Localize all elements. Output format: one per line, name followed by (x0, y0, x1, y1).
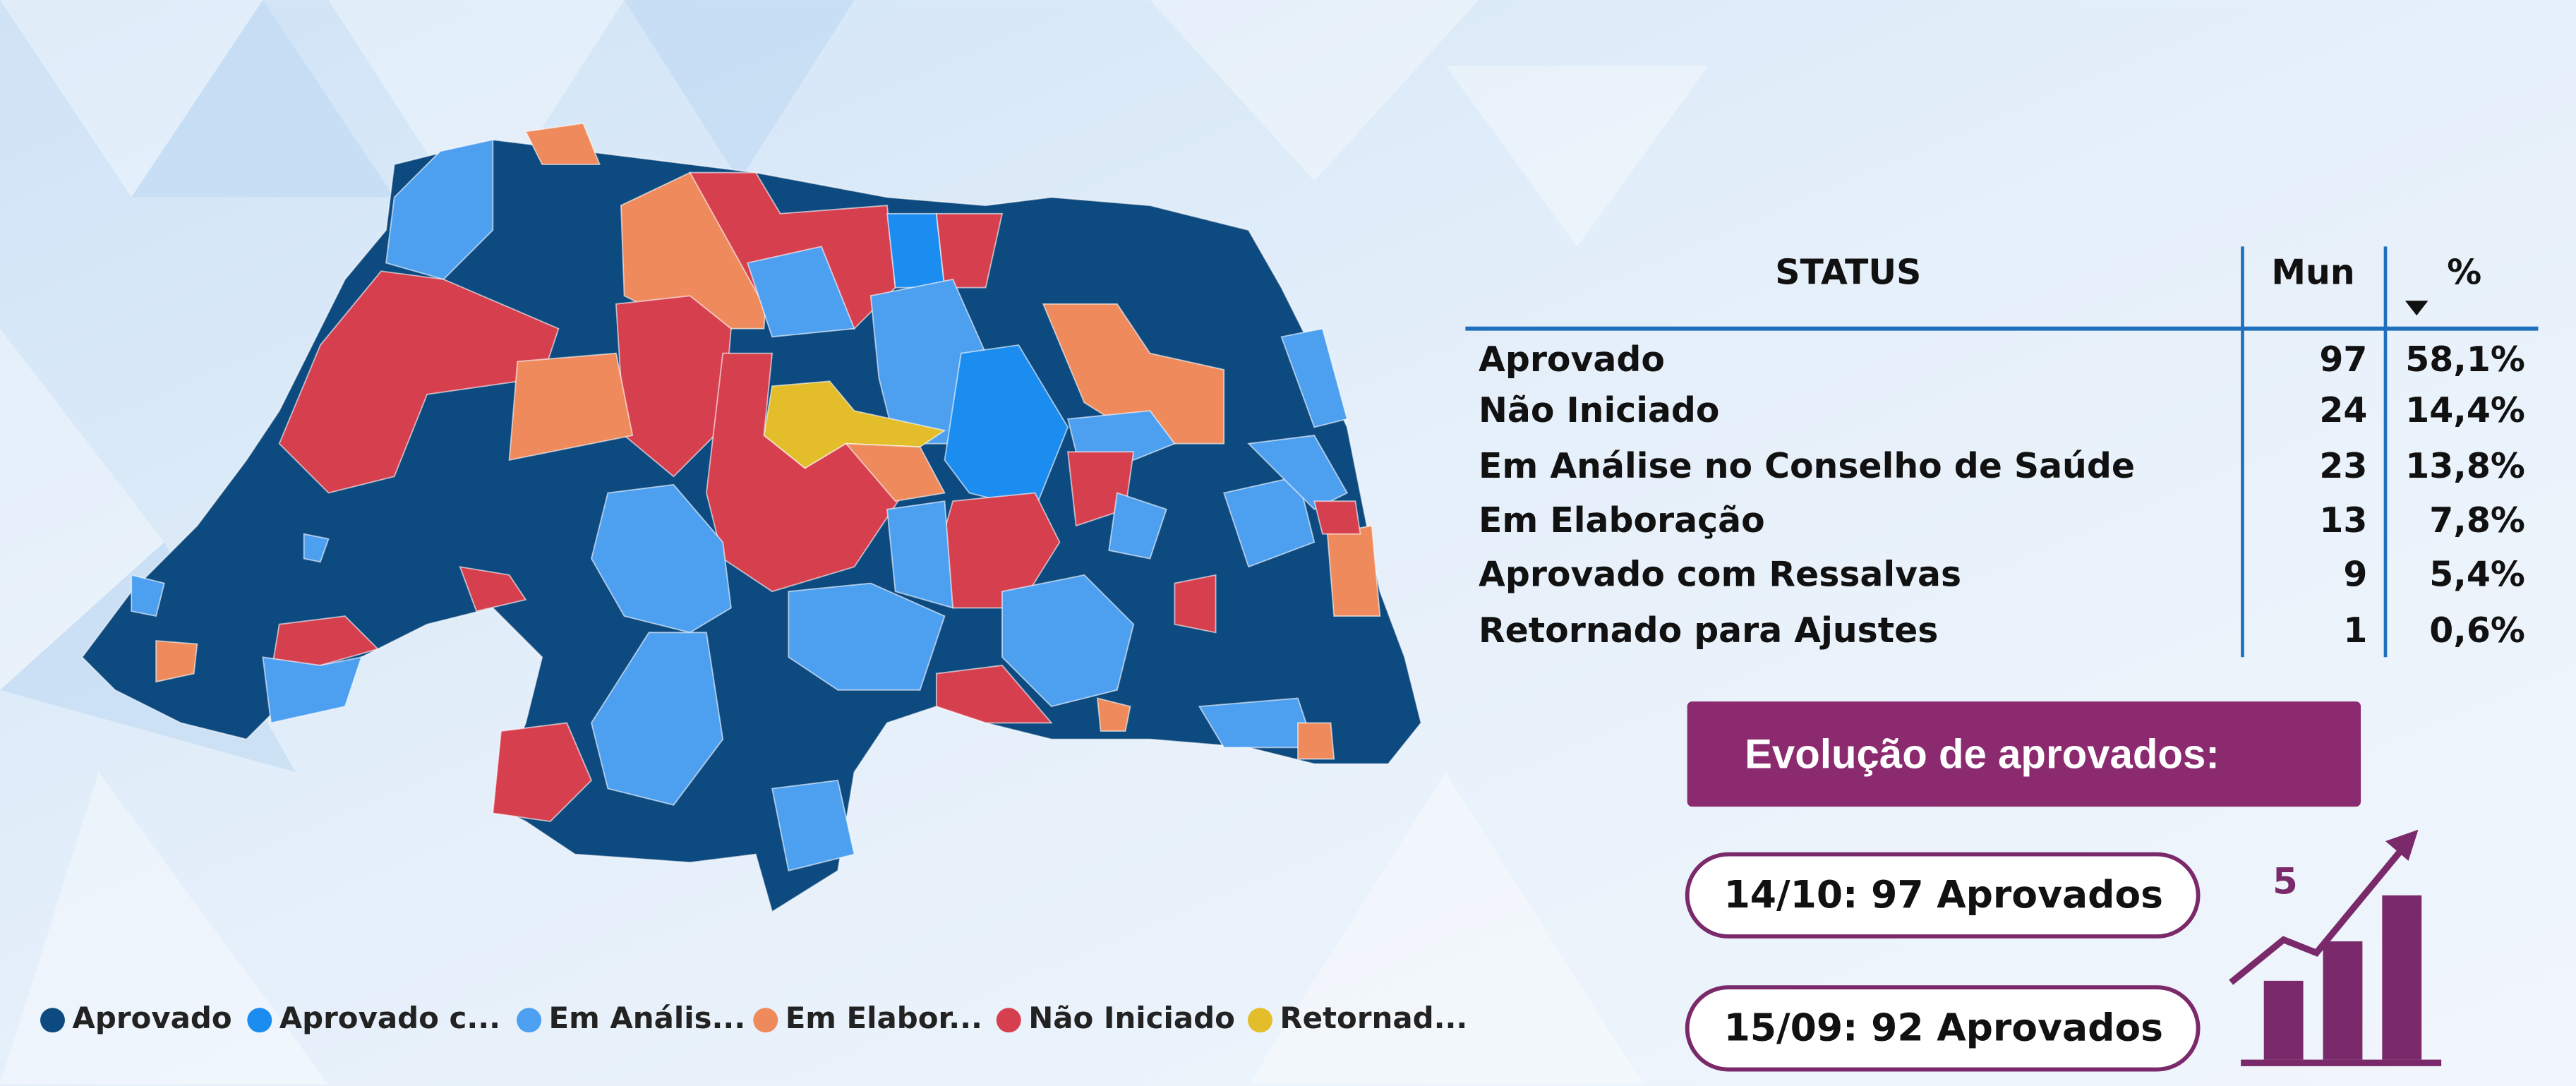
evolution-entry: 14/10: 97 Aprovados (1724, 872, 2163, 917)
legend-label: Em Anális... (548, 1001, 745, 1035)
municipality-count: 13 (2319, 500, 2367, 541)
percentage: 5,4% (2429, 555, 2525, 595)
status-name: Em Análise no Conselho de Saúde (1479, 446, 2135, 486)
legend-swatch (247, 1008, 272, 1033)
municipality-count: 97 (2319, 339, 2367, 380)
municipality-count: 24 (2319, 390, 2367, 430)
evolution-title: Evolução de aprovados: (1745, 732, 2220, 778)
percentage: 13,8% (2405, 446, 2525, 486)
municipality-count: 1 (2343, 610, 2367, 651)
legend-label: Em Elabor... (786, 1001, 982, 1035)
status-name: Retornado para Ajustes (1479, 610, 1938, 651)
growth-icon (2229, 829, 2442, 1066)
legend: Aprovado Aprovado c... Em Anális... Em Elab… (40, 1001, 1467, 1035)
legend-swatch (40, 1008, 65, 1033)
percentage: 58,1% (2405, 339, 2525, 380)
legend-swatch (753, 1008, 778, 1033)
status-name: Aprovado (1479, 339, 1665, 380)
legend-swatch (517, 1008, 542, 1033)
status-name: Não Iniciado (1479, 390, 1719, 430)
map (81, 122, 1422, 913)
evolution-entry: 15/09: 92 Aprovados (1724, 1005, 2163, 1049)
evolution-pill (1685, 852, 2201, 939)
legend-label: Não Iniciado (1028, 1001, 1235, 1035)
column-header: Mun (2271, 252, 2354, 292)
legend-swatch (996, 1008, 1021, 1033)
difference-value: 5 (2273, 861, 2298, 903)
percentage: 7,8% (2429, 500, 2525, 541)
percentage: 0,6% (2429, 610, 2525, 651)
legend-label: Aprovado c... (279, 1001, 500, 1035)
evolution-pill (1685, 985, 2201, 1072)
legend-label: Retornad... (1280, 1001, 1467, 1035)
sort-indicator[interactable] (2405, 301, 2428, 316)
background-pattern (0, 0, 1709, 1084)
column-header: STATUS (1775, 252, 1921, 292)
status-name: Aprovado com Ressalvas (1479, 555, 1961, 595)
column-header: % (2447, 252, 2481, 292)
legend-swatch (1247, 1008, 1272, 1033)
evolution-banner (1687, 701, 2361, 807)
status-table: STATUS Mun % Aprovado 97 58,1% Não Iniciado… (1465, 246, 2539, 658)
status-name: Em Elaboração (1479, 500, 1765, 541)
municipality-count: 9 (2343, 555, 2367, 595)
municipality-count: 23 (2319, 446, 2367, 486)
percentage: 14,4% (2405, 390, 2525, 430)
legend-label: Aprovado (72, 1001, 231, 1035)
